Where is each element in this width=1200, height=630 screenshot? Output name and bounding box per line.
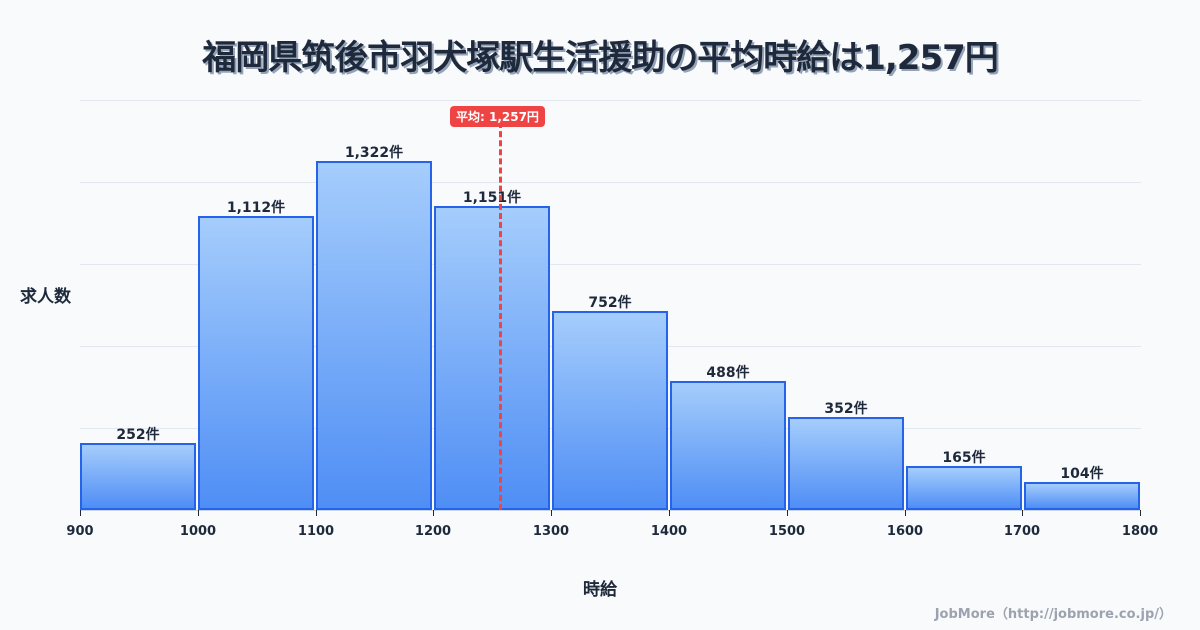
histogram-bar bbox=[670, 381, 786, 510]
bar-value-label: 165件 bbox=[942, 450, 986, 466]
bar-value-label: 1,112件 bbox=[226, 200, 286, 216]
histogram-bar bbox=[1024, 482, 1140, 510]
histogram-bar bbox=[316, 161, 432, 510]
x-tick bbox=[80, 510, 81, 516]
x-tick-label: 1800 bbox=[1121, 524, 1159, 539]
histogram-bar bbox=[198, 216, 314, 510]
gridline bbox=[80, 100, 1141, 101]
x-tick bbox=[198, 510, 199, 516]
mean-badge: 平均: 1,257円 bbox=[450, 106, 545, 127]
x-tick bbox=[1140, 510, 1141, 516]
source-credit: JobMore（http://jobmore.co.jp/） bbox=[934, 607, 1172, 622]
x-tick bbox=[905, 510, 906, 516]
x-tick bbox=[669, 510, 670, 516]
histogram-bar bbox=[906, 466, 1022, 510]
x-axis-line bbox=[80, 510, 1141, 511]
mean-line bbox=[499, 122, 502, 510]
chart-title: 福岡県筑後市羽犬塚駅生活援助の平均時給は1,257円 bbox=[202, 38, 999, 78]
x-tick bbox=[551, 510, 552, 516]
x-tick-label: 1700 bbox=[1003, 524, 1041, 539]
histogram-bar bbox=[80, 443, 196, 510]
bar-value-label: 252件 bbox=[116, 427, 160, 443]
x-tick bbox=[316, 510, 317, 516]
bar-value-label: 488件 bbox=[706, 365, 750, 381]
x-tick bbox=[433, 510, 434, 516]
bar-value-label: 352件 bbox=[824, 401, 868, 417]
histogram-bar bbox=[552, 311, 668, 510]
bar-value-label: 104件 bbox=[1060, 466, 1104, 482]
bar-value-label: 1,322件 bbox=[344, 145, 404, 161]
x-tick-label: 1500 bbox=[768, 524, 806, 539]
x-tick-label: 900 bbox=[66, 524, 94, 539]
x-tick-label: 1600 bbox=[886, 524, 924, 539]
y-axis-label: 求人数 bbox=[20, 287, 71, 307]
bar-value-label: 1,151件 bbox=[462, 190, 522, 206]
plot-area: 252件 1,112件 1,322件 1,151件 752件 488件 352件… bbox=[80, 100, 1141, 510]
x-tick-label: 1400 bbox=[650, 524, 688, 539]
x-tick-label: 1300 bbox=[532, 524, 570, 539]
x-axis-label: 時給 bbox=[583, 580, 617, 600]
histogram-bar bbox=[434, 206, 550, 510]
gridline bbox=[80, 182, 1141, 183]
x-tick-label: 1100 bbox=[297, 524, 335, 539]
bar-value-label: 752件 bbox=[588, 295, 632, 311]
histogram-bar bbox=[788, 417, 904, 510]
gridline bbox=[80, 264, 1141, 265]
x-tick-label: 1000 bbox=[179, 524, 217, 539]
x-tick bbox=[787, 510, 788, 516]
x-tick-label: 1200 bbox=[414, 524, 452, 539]
x-tick bbox=[1022, 510, 1023, 516]
